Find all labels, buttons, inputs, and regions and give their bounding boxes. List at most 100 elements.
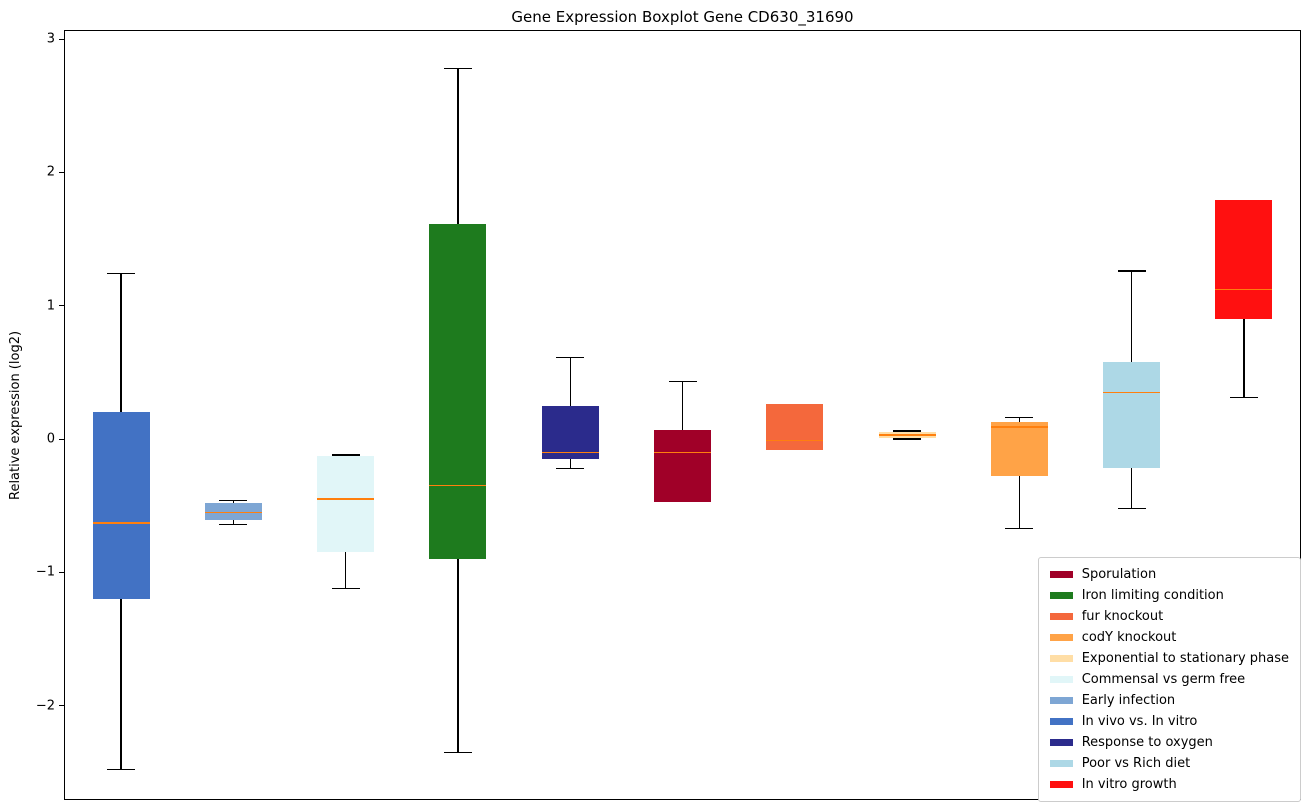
boxplot-box [429,224,487,559]
whisker-upper [681,381,684,430]
boxplot-box [990,421,1048,477]
legend-label: Commensal vs germ free [1081,672,1246,687]
whisker-upper [120,273,122,413]
legend-swatch [1049,571,1073,578]
whisker-cap-lower [219,523,248,525]
median-line [204,511,262,514]
legend-item: Exponential to stationary phase [1049,650,1289,667]
median-line [429,484,487,487]
legend-label: fur knockout [1081,609,1164,624]
boxplot-box [317,456,375,553]
whisker-cap-lower [1005,527,1034,529]
legend-swatch [1049,613,1073,620]
whisker-lower [232,520,235,525]
whisker-cap-lower [331,587,360,589]
boxplot-box [654,429,711,502]
y-tick-label: −1 [35,564,55,580]
y-tick [59,305,65,307]
whisker-upper [906,431,908,433]
whisker-lower [569,459,571,469]
y-axis-label: Relative expression (log2) [8,330,23,500]
y-tick-label: −2 [35,698,55,714]
legend-swatch [1049,781,1073,788]
legend-label: Poor vs Rich diet [1081,756,1191,771]
median-line [990,426,1048,428]
whisker-cap-upper [668,381,697,383]
legend-swatch [1049,634,1073,641]
median-line [1215,288,1273,291]
median-line [1103,391,1161,394]
legend-label: Early infection [1081,693,1176,708]
legend-item: Sporulation [1049,566,1289,583]
legend-swatch [1049,760,1073,767]
median-line [92,522,150,524]
whisker-cap-upper [893,430,922,432]
y-tick-label: 1 [46,298,55,314]
legend-item: In vivo vs. In vitro [1049,713,1289,730]
y-tick [59,438,65,440]
whisker-upper [1130,271,1133,362]
whisker-cap-upper [556,357,585,359]
whisker-lower [457,559,459,753]
whisker-cap-upper [219,499,248,501]
plot-area: 3 2 1 0 −1 −2 [36,30,1301,800]
y-tick [59,705,65,707]
legend-label: In vivo vs. In vitro [1081,714,1198,729]
whisker-upper [232,500,235,503]
median-line [317,498,375,500]
whisker-cap-lower [1229,397,1258,399]
legend-swatch [1049,718,1073,725]
boxplot-box [92,412,150,599]
y-tick-label: 2 [46,164,55,180]
y-tick [59,38,65,40]
legend-item: Response to oxygen [1049,734,1289,751]
whisker-lower [120,599,122,770]
legend: Sporulation Iron limiting condition fur kn… [1037,557,1301,802]
legend-label: codY knockout [1081,630,1177,645]
whisker-upper [569,357,571,406]
whisker-cap-lower [1117,507,1146,509]
whisker-lower [345,552,347,589]
whisker-cap-upper [107,273,136,275]
legend-swatch [1049,697,1073,704]
whisker-lower [1130,468,1133,509]
legend-item: Iron limiting condition [1049,587,1289,604]
legend-item: Poor vs Rich diet [1049,755,1289,772]
chart-title: Gene Expression Boxplot Gene CD630_31690 [511,8,854,26]
median-line [541,451,599,454]
boxplot-box [1215,200,1273,319]
whisker-upper [345,455,347,457]
legend-label: Exponential to stationary phase [1081,651,1289,666]
y-tick [59,171,65,173]
y-tick [59,571,65,573]
whisker-lower [1018,476,1020,529]
whisker-cap-lower [107,769,136,771]
legend-label: Response to oxygen [1081,735,1213,750]
median-line [654,451,711,454]
whisker-cap-upper [443,67,472,69]
legend-label: Sporulation [1081,567,1157,582]
legend-swatch [1049,676,1073,683]
whisker-upper [457,68,459,225]
whisker-lower [906,437,908,439]
boxplot-box [766,404,824,450]
whisker-lower [1243,319,1245,398]
median-line [878,434,936,436]
y-tick-label: 3 [46,31,55,47]
whisker-cap-upper [331,454,360,456]
whisker-cap-upper [1005,417,1034,419]
legend-label: Iron limiting condition [1081,588,1224,603]
whisker-cap-lower [893,438,922,440]
whisker-cap-lower [443,751,472,753]
legend-swatch [1049,655,1073,662]
legend-item: codY knockout [1049,629,1289,646]
whisker-upper [1018,417,1020,422]
legend-label: In vitro growth [1081,777,1177,792]
whisker-cap-lower [556,467,585,469]
legend-swatch [1049,739,1073,746]
whisker-cap-upper [1117,270,1146,272]
legend-item: Early infection [1049,692,1289,709]
legend-item: Commensal vs germ free [1049,671,1289,688]
boxplot-box [1103,361,1161,469]
